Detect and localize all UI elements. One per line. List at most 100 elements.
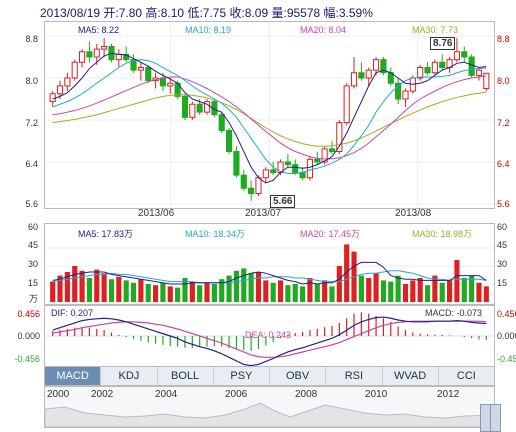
quote-summary: 2013/08/19 开:7.80 高:8.10 低:7.75 收:8.09 量… [40,6,373,20]
volume-bar [300,286,306,302]
volume-bar [395,275,401,302]
macd-label: MACD: -0.073 [425,308,483,318]
range-handle-right[interactable] [490,404,501,432]
volume-bar [366,278,372,302]
candle [218,114,225,131]
volume-bar [476,282,482,302]
volume-bar [322,280,328,302]
candle [328,148,336,152]
price-panel[interactable]: MA5: 8.22 MA10: 8.19 MA20: 8.04 MA30: 7.… [44,21,495,209]
price-tick: 5.6 [25,199,38,209]
tab-wvad[interactable]: WVAD [383,367,439,385]
year-tick: 2002 [91,389,114,400]
volume-panel[interactable]: MA5: 17.83万 MA10: 18.34万 MA20: 17.45万 MA… [44,223,495,305]
volume-bar [145,284,151,302]
volume-bar [204,282,210,302]
volume-bar [263,280,269,302]
volume-bar [277,280,284,302]
candle [93,48,100,58]
tab-kdj[interactable]: KDJ [101,367,158,385]
candle [380,59,387,74]
low-price-callout: 5.66 [270,195,296,208]
volume-bar [469,275,475,302]
year-tick: 2010 [365,389,388,400]
volume-tick-right: 45 [497,240,508,250]
volume-bar [182,278,188,302]
candle [64,77,71,87]
tab-macd[interactable]: MACD [45,367,102,385]
volume-bar [461,278,467,302]
candle [233,151,240,176]
indicator-tabs: MACD KDJ BOLL PSY OBV RSI WVAD CCI [44,366,495,386]
tab-boll[interactable]: BOLL [158,367,214,385]
volume-bar [50,281,56,302]
volume-bar [483,286,489,302]
price-tick-right: 5.6 [497,199,510,209]
volume-bar [219,279,225,302]
vol-ma30-label: MA30: 18.98万 [412,229,473,239]
volume-bar [270,282,276,302]
candle [203,101,211,113]
volume-tick-right: 15 [497,278,508,288]
ma20-line [52,75,487,160]
candle [373,59,380,71]
volume-bar [94,269,100,302]
tab-psy[interactable]: PSY [214,367,270,385]
year-tick: 2000 [47,389,70,400]
macd-panel[interactable]: DIF: 0.207 DEA: 0.243 MACD: -0.073 [44,305,495,367]
vol-ma10-label: MA10: 18.34万 [185,229,246,239]
volume-bar [233,270,239,302]
candle [461,51,468,58]
tab-cci[interactable]: CCI [456,370,476,382]
macd-tick-right: -0.456 [497,354,516,364]
volume-bar [101,273,107,302]
price-tick-right: 8.0 [497,76,510,86]
ma30-line [52,91,487,147]
vol-ma5-label: MA5: 17.83万 [78,229,134,239]
macd-tick: 0.456 [17,309,40,319]
volume-unit: 万 [28,294,38,304]
candle [431,61,438,74]
candle [299,172,306,179]
candle [439,61,446,68]
volume-bar [211,284,217,302]
macd-tick: -0.456 [14,354,40,364]
candle [468,56,475,76]
ma30-label: MA30: 7.73 [412,25,459,35]
volume-bar [432,275,438,302]
volume-bar [160,282,166,302]
volume-bar [336,266,342,302]
dea-label: DEA: 0.243 [245,330,292,340]
volume-bar [424,285,431,302]
year-tick: 2012 [437,389,460,400]
volume-bar [79,270,85,302]
year-tick: 2008 [295,389,318,400]
year-tick: 2006 [225,389,248,400]
date-tick: 2013/08 [395,208,432,219]
volume-bar [307,278,313,302]
vol-ma20-label: MA20: 17.45万 [300,229,361,239]
macd-tick-right: 0.000 [497,331,516,341]
volume-bar [248,273,254,302]
candle [248,187,255,194]
ma20-label: MA20: 8.04 [300,25,347,35]
navigator-overview-chart [45,402,494,427]
tab-obv[interactable]: OBV [270,367,327,385]
candle [306,158,313,179]
candle [240,174,247,189]
volume-bar [447,280,453,302]
candle [123,53,130,61]
date-tick: 2013/06 [138,208,175,219]
timeline-navigator[interactable]: 2000 2002 2004 2006 2008 2010 2012 [44,386,495,428]
tab-rsi[interactable]: RSI [326,367,383,385]
candle [336,122,343,152]
volume-bar [417,278,423,302]
volume-bar [108,279,115,302]
volume-bar [329,286,335,302]
candle [49,93,56,103]
volume-bar [388,281,394,302]
candle [475,69,483,76]
volume-bar [358,275,364,302]
volume-bar [189,281,195,302]
candle [314,158,321,163]
